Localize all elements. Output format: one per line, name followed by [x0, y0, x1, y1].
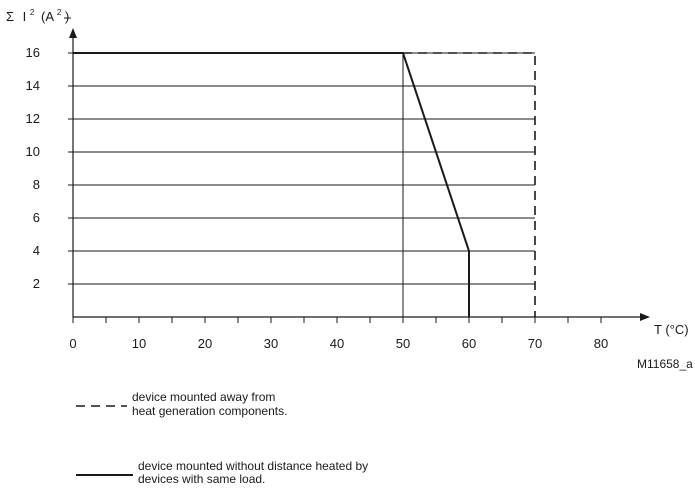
y-title-i: I: [23, 9, 27, 24]
figure-code: M11658_a: [637, 357, 693, 371]
x-tick-label-50: 50: [396, 336, 410, 351]
x-tick-label-60: 60: [462, 336, 476, 351]
legend-dashed-line-1: device mounted away from: [132, 390, 275, 404]
x-tick-label-0: 0: [69, 336, 76, 351]
legend-solid-text: device mounted without distance heated b…: [138, 459, 372, 486]
y-tick-label-8: 8: [33, 177, 40, 192]
tick-labels: 2 4 6 8 10 12 14 16 0 10 20 30 40 50 60 70 80: [26, 45, 609, 351]
y-tick-label-14: 14: [26, 78, 40, 93]
y-tick-label-2: 2: [33, 276, 40, 291]
series-line-solid: [73, 52, 470, 317]
x-tick-label-20: 20: [198, 336, 212, 351]
axes: [64, 17, 650, 323]
y-axis-title: Σ I 2 (A 2 ): [6, 3, 69, 24]
y-title-i-exp: 2: [30, 8, 35, 17]
y-title-unit-close: ): [65, 9, 69, 24]
x-tick-label-30: 30: [264, 336, 278, 351]
legend-dashed-text: device mounted away from heat generation…: [132, 390, 287, 418]
y-title-unit-exp: 2: [57, 8, 62, 17]
x-tick-label-10: 10: [132, 336, 146, 351]
y-title-unit-open: (A: [41, 9, 54, 24]
legend-dashed-line-2: heat generation components.: [132, 404, 287, 418]
legend-solid-line-1: device mounted without distance heated b…: [138, 459, 368, 473]
y-tick-label-6: 6: [33, 210, 40, 225]
x-axis-title: T (°C): [654, 322, 689, 337]
legend: device mounted away from heat generation…: [76, 390, 372, 486]
y-axis-arrow: [69, 28, 77, 38]
x-tick-label-40: 40: [330, 336, 344, 351]
series-group: [73, 52, 536, 317]
y-tick-label-4: 4: [33, 243, 40, 258]
y-tick-label-16: 16: [26, 45, 40, 60]
x-tick-label-70: 70: [528, 336, 542, 351]
grid-lines: [73, 52, 535, 317]
y-title-sigma: Σ: [6, 9, 14, 24]
legend-solid-line-2: devices with same load.: [138, 472, 265, 486]
y-tick-label-10: 10: [26, 144, 40, 159]
y-tick-label-12: 12: [26, 111, 40, 126]
x-axis-arrow: [640, 313, 650, 321]
x-tick-label-80: 80: [594, 336, 608, 351]
